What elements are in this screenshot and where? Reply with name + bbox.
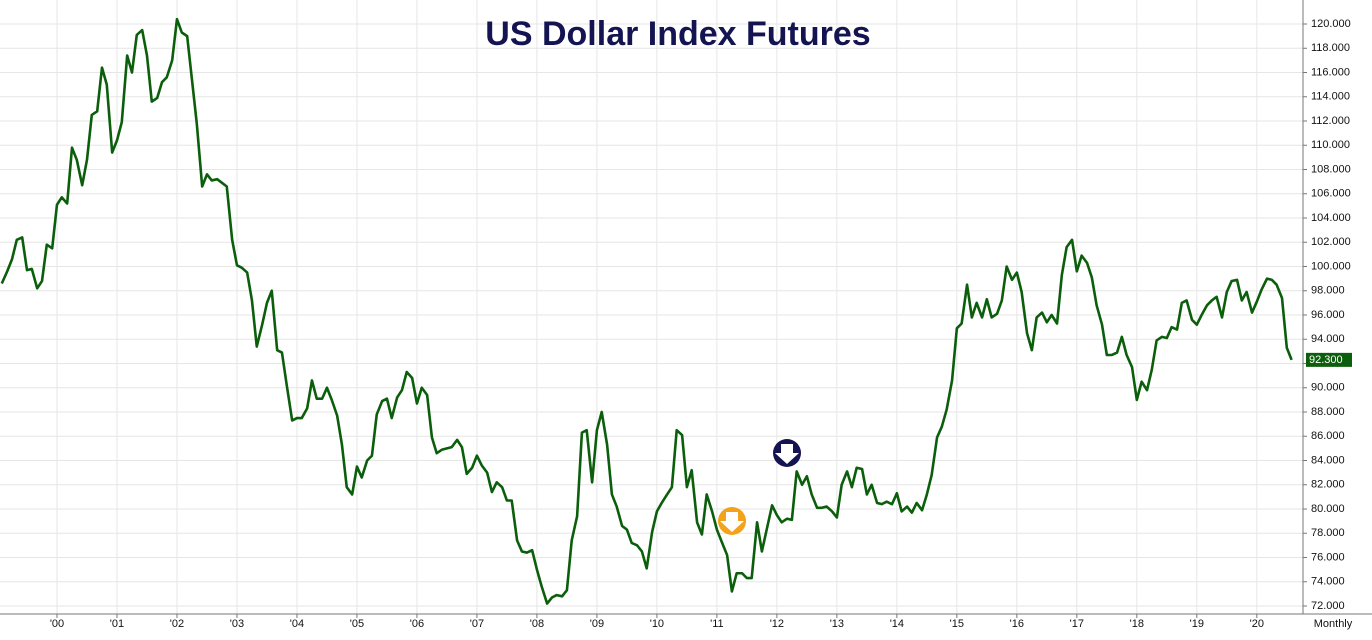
x-tick-label: '18 xyxy=(1130,618,1144,630)
x-tick-label: '12 xyxy=(770,618,784,630)
axes xyxy=(0,0,1372,615)
y-tick-label: 106.000 xyxy=(1311,188,1351,200)
x-tick-label: '00 xyxy=(50,618,64,630)
y-tick-label: 90.000 xyxy=(1311,382,1345,394)
y-tick-label: 104.000 xyxy=(1311,212,1351,224)
x-tick-label: '08 xyxy=(530,618,544,630)
y-tick-label: 120.000 xyxy=(1311,18,1351,30)
y-tick-label: 86.000 xyxy=(1311,430,1345,442)
current-value-label: 92.300 xyxy=(1309,354,1343,366)
x-tick-label: '13 xyxy=(830,618,844,630)
y-tick-label: 100.000 xyxy=(1311,260,1351,272)
y-tick-label: 94.000 xyxy=(1311,333,1345,345)
x-tick-label: '20 xyxy=(1250,618,1264,630)
y-tick-label: 80.000 xyxy=(1311,503,1345,515)
x-tick-label: '05 xyxy=(350,618,364,630)
x-tick-label: '15 xyxy=(950,618,964,630)
annotation-arrow xyxy=(718,507,746,535)
x-tick-label: '11 xyxy=(710,618,724,630)
y-tick-label: 88.000 xyxy=(1311,406,1345,418)
y-tick-label: 78.000 xyxy=(1311,527,1345,539)
x-tick-label: '19 xyxy=(1190,618,1204,630)
y-tick-label: 116.000 xyxy=(1311,66,1350,78)
y-tick-label: 112.000 xyxy=(1311,115,1350,127)
period-label: Monthly xyxy=(1314,618,1353,630)
y-tick-label: 110.000 xyxy=(1311,139,1350,151)
y-tick-label: 84.000 xyxy=(1311,454,1345,466)
y-tick-label: 102.000 xyxy=(1311,236,1351,248)
current-value-box xyxy=(1306,352,1352,367)
x-tick-label: '03 xyxy=(230,618,244,630)
y-tick-label: 114.000 xyxy=(1311,91,1350,103)
x-tick-label: '01 xyxy=(110,618,124,630)
y-tick-label: 108.000 xyxy=(1311,163,1351,175)
x-tick-label: '02 xyxy=(170,618,184,630)
chart-title: US Dollar Index Futures xyxy=(485,15,870,53)
y-tick-label: 76.000 xyxy=(1311,551,1345,563)
x-tick-label: '06 xyxy=(410,618,424,630)
x-tick-label: '04 xyxy=(290,618,304,630)
price-line xyxy=(0,17,1293,605)
x-tick-label: '10 xyxy=(650,618,664,630)
x-tick-label: '07 xyxy=(470,618,484,630)
y-tick-label: 82.000 xyxy=(1311,479,1345,491)
x-tick-label: '16 xyxy=(1010,618,1024,630)
y-tick-label: 98.000 xyxy=(1311,285,1345,297)
y-tick-label: 96.000 xyxy=(1311,309,1345,321)
y-tick-label: 72.000 xyxy=(1311,600,1345,612)
y-tick-label: 118.000 xyxy=(1311,42,1350,54)
x-tick-label: '17 xyxy=(1070,618,1084,630)
y-tick-label: 74.000 xyxy=(1311,576,1345,588)
x-tick-label: '14 xyxy=(890,618,904,630)
annotation-arrow xyxy=(773,439,801,467)
x-tick-label: '09 xyxy=(590,618,604,630)
